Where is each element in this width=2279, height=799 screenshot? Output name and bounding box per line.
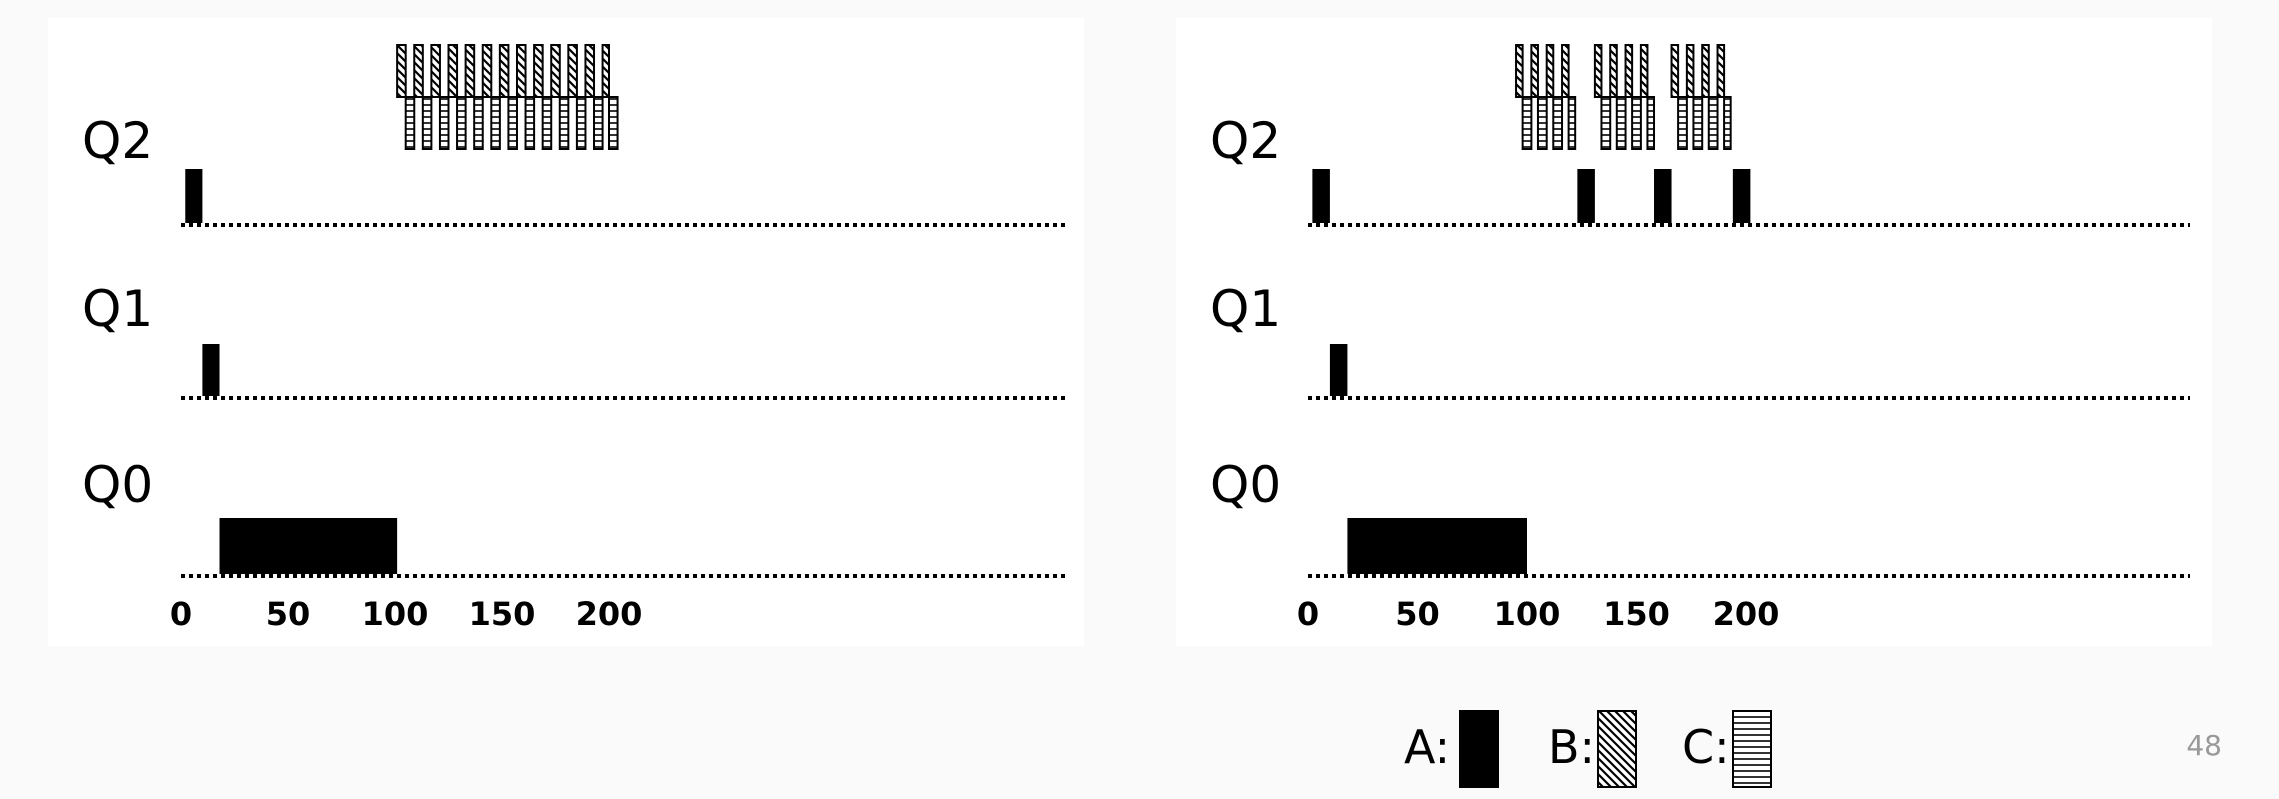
- left-panel: Q2 Q1 Q0 0 50 100 150 200: [82, 44, 1066, 633]
- axis-tick-150: 150: [1603, 595, 1670, 633]
- legend-label-a: A:: [1404, 720, 1450, 774]
- segment-b-q2-5: [413, 44, 424, 98]
- segment-c-q2-26: [593, 96, 604, 150]
- segment-c-q2-16: [507, 96, 518, 150]
- segment-c-q2-13: [1600, 96, 1612, 150]
- segment-b-q2-12: [1593, 44, 1603, 98]
- axis-tick-200: 200: [1713, 595, 1780, 633]
- axis-tick-50: 50: [266, 595, 311, 633]
- segment-c-q2-28: [608, 96, 619, 150]
- segment-b-q2-21: [1670, 44, 1680, 98]
- segment-a-q2-0: [1312, 169, 1330, 223]
- legend-label-b: B:: [1548, 720, 1595, 774]
- segment-b-q2-16: [1624, 44, 1634, 98]
- segment-b-q2-17: [515, 44, 527, 98]
- queue-label-q2: Q2: [82, 112, 153, 170]
- segment-b-q2-7: [1545, 44, 1555, 98]
- segment-c-q2-24: [1692, 96, 1704, 150]
- segment-c-q2-15: [1615, 96, 1627, 150]
- segment-a-q2-11: [1577, 169, 1595, 223]
- queue-label-q1: Q1: [82, 280, 153, 338]
- axis-tick-150: 150: [469, 595, 536, 633]
- segment-a-q2-20: [1654, 169, 1672, 223]
- segment-b-q2-27: [1716, 44, 1726, 98]
- segment-c-q2-4: [1521, 96, 1533, 150]
- queue-label-q1: Q1: [1210, 280, 1281, 338]
- segment-b-q2-15: [498, 44, 510, 98]
- segment-a-q2-0: [185, 169, 203, 223]
- segment-c-q2-6: [1536, 96, 1548, 150]
- segment-c-q2-28: [1723, 96, 1732, 150]
- segment-a-q0-2: [219, 518, 398, 574]
- legend-label-c: C:: [1682, 720, 1730, 774]
- segment-b-q2-7: [430, 44, 441, 98]
- legend: A: B: C:: [1404, 710, 1772, 788]
- queue-label-q2: Q2: [1210, 112, 1281, 170]
- segment-c-q2-24: [575, 96, 587, 150]
- segment-b-q2-21: [550, 44, 561, 98]
- segment-c-q2-12: [473, 96, 484, 150]
- segment-b-q2-9: [447, 44, 459, 98]
- segment-b-q2-14: [1609, 44, 1618, 98]
- segment-b-q2-25: [584, 44, 596, 98]
- segment-c-q2-6: [421, 96, 433, 150]
- page-number: 48: [2186, 729, 2222, 762]
- right-panel: Q2 Q1 Q0 0 50 100 150 200: [1210, 44, 2190, 633]
- segment-c-q2-10: [456, 96, 467, 150]
- segment-c-q2-19: [1646, 96, 1656, 150]
- segment-b-q2-18: [1639, 44, 1649, 98]
- segment-c-q2-8: [438, 96, 450, 150]
- segment-c-q2-18: [524, 96, 536, 150]
- segment-b-q2-3: [396, 44, 407, 98]
- segment-c-q2-4: [404, 96, 416, 150]
- segment-a-q1-1: [1329, 344, 1348, 396]
- segment-b-q2-9: [1561, 44, 1570, 98]
- segment-c-q2-14: [490, 96, 501, 150]
- legend-swatch-c: [1732, 710, 1772, 788]
- legend-swatch-b: [1597, 710, 1637, 788]
- axis-tick-50: 50: [1395, 595, 1440, 633]
- axis-tick-0: 0: [1297, 595, 1319, 633]
- segment-b-q2-13: [481, 44, 493, 98]
- segment-c-q2-17: [1631, 96, 1642, 150]
- segment-c-q2-22: [558, 96, 570, 150]
- segment-b-q2-11: [464, 44, 476, 98]
- queue-label-q0: Q0: [82, 456, 153, 514]
- axis-tick-100: 100: [362, 595, 429, 633]
- segment-a-q0-2: [1347, 518, 1527, 574]
- axis-tick-0: 0: [170, 595, 192, 633]
- segment-b-q2-23: [1685, 44, 1695, 98]
- queue-label-q0: Q0: [1210, 456, 1281, 514]
- segment-c-q2-20: [541, 96, 553, 150]
- legend-swatch-a: [1459, 710, 1499, 788]
- segment-a-q1-1: [202, 344, 220, 396]
- segment-b-q2-3: [1515, 44, 1524, 98]
- segment-c-q2-10: [1567, 96, 1577, 150]
- segment-b-q2-5: [1530, 44, 1539, 98]
- axis-tick-100: 100: [1494, 595, 1561, 633]
- segment-c-q2-26: [1707, 96, 1719, 150]
- segment-c-q2-8: [1552, 96, 1564, 150]
- segment-c-q2-22: [1677, 96, 1688, 150]
- segment-a-q2-29: [1732, 169, 1751, 223]
- segment-b-q2-27: [601, 44, 611, 98]
- segment-b-q2-25: [1701, 44, 1710, 98]
- axis-tick-200: 200: [576, 595, 643, 633]
- segment-b-q2-23: [567, 44, 578, 98]
- segment-b-q2-19: [533, 44, 544, 98]
